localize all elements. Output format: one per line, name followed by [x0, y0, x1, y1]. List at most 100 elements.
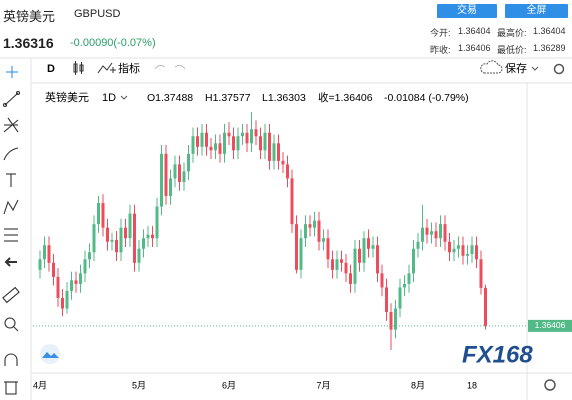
legend-open: O1.37488	[147, 92, 193, 104]
stat-label: 最低价:	[497, 45, 527, 55]
brush-tool[interactable]	[3, 147, 19, 161]
candle-body	[169, 178, 172, 197]
candle-body	[106, 227, 109, 242]
price: 1.36316	[3, 35, 54, 51]
candle-body	[407, 273, 411, 284]
candle-body	[133, 213, 136, 263]
cloud-icon[interactable]	[480, 60, 503, 74]
crosshair-tool[interactable]	[6, 66, 18, 78]
candle-body	[448, 241, 451, 253]
symbol-code: GBPUSD	[74, 8, 121, 20]
candle-body	[362, 238, 366, 263]
indicator-button[interactable]: 指标	[118, 61, 140, 75]
watermark: FX168	[462, 341, 533, 368]
stat-value: 1.36406	[458, 43, 491, 53]
x-tick-label: 4月	[33, 380, 47, 390]
axis-settings-icon[interactable]	[544, 379, 556, 391]
candle-body	[286, 164, 289, 179]
candle-body	[326, 238, 330, 260]
candle-body	[173, 164, 177, 179]
candle-body	[101, 203, 105, 228]
candle-body	[479, 259, 483, 288]
candle-body	[160, 153, 163, 207]
candle-body	[344, 262, 348, 274]
symbol-name: 英镑美元	[3, 9, 56, 24]
save-button[interactable]: 保存	[505, 61, 527, 75]
candle-body	[97, 203, 100, 225]
candle-body	[155, 206, 159, 239]
trade-button[interactable]: 交易	[437, 4, 497, 18]
candle-body	[128, 213, 132, 239]
candle-body	[353, 248, 357, 284]
line-tool[interactable]	[2, 90, 21, 108]
candle-body	[218, 143, 222, 154]
fib-tool[interactable]	[3, 117, 19, 133]
candle-body	[268, 132, 271, 161]
delete-tool[interactable]	[4, 381, 18, 395]
candle-body	[425, 227, 429, 235]
candle-body	[461, 245, 465, 256]
candle-body	[110, 239, 114, 242]
candle-body	[263, 132, 267, 151]
indicator-icon[interactable]	[97, 62, 116, 74]
candle-body	[241, 132, 244, 137]
settings-icon[interactable]	[553, 63, 565, 75]
pattern-tool[interactable]	[3, 199, 19, 215]
candle-body	[65, 290, 69, 309]
candle-body	[38, 259, 42, 270]
redo-icon[interactable]	[174, 64, 186, 70]
candle-body	[475, 245, 478, 260]
candle-body	[191, 136, 195, 154]
ruler-tool[interactable]	[2, 286, 20, 304]
dropdown-icon[interactable]	[531, 66, 539, 71]
candle-body	[484, 287, 487, 326]
candle-body	[430, 231, 433, 235]
candle-body	[317, 220, 321, 242]
last-price-box	[528, 319, 572, 332]
candle-body	[214, 143, 217, 151]
legend-close: 收=1.36406	[318, 91, 373, 104]
last-price-label: 1.36406	[535, 320, 566, 330]
legend-high: H1.37577	[205, 92, 251, 104]
candle-body	[259, 136, 262, 151]
candle-body	[313, 220, 316, 228]
candle-body	[88, 252, 91, 260]
stat-value: 1.36289	[533, 43, 566, 53]
measure-tool[interactable]	[4, 228, 18, 242]
candle-body	[434, 231, 438, 239]
candle-body	[151, 234, 154, 239]
back-tool[interactable]	[4, 257, 17, 267]
candle-body	[452, 248, 456, 253]
plot-area	[38, 112, 487, 350]
fullscreen-button[interactable]: 全屏	[505, 4, 568, 18]
candle-body	[443, 224, 447, 242]
candle-body	[439, 224, 442, 239]
candle-body	[245, 132, 249, 144]
magnet-tool[interactable]	[4, 353, 18, 366]
text-tool[interactable]	[6, 173, 16, 187]
zoom-tool[interactable]	[4, 317, 19, 332]
interval[interactable]: D	[47, 63, 55, 75]
candle-body	[412, 248, 415, 274]
legend-name: 英镑美元	[45, 90, 89, 104]
dropdown-icon[interactable]	[120, 95, 128, 100]
candle-body	[394, 308, 397, 330]
candle-body	[236, 136, 240, 151]
candle-body	[83, 259, 87, 274]
candle-body	[52, 262, 55, 277]
candle-body	[137, 248, 141, 263]
candle-body	[421, 227, 424, 242]
candle-body	[115, 239, 118, 253]
candle-body	[299, 238, 303, 270]
legend-interval[interactable]: 1D	[102, 92, 116, 104]
candle-body	[178, 164, 181, 182]
candle-body	[164, 153, 168, 197]
candle-body	[290, 178, 294, 225]
candle-type-icon[interactable]	[73, 61, 84, 75]
candle-body	[380, 273, 384, 288]
x-tick-label: 8月	[411, 380, 425, 390]
candle-body	[281, 160, 285, 165]
price-change: -0.00090(-0.07%)	[70, 37, 156, 49]
undo-icon[interactable]	[154, 64, 166, 70]
